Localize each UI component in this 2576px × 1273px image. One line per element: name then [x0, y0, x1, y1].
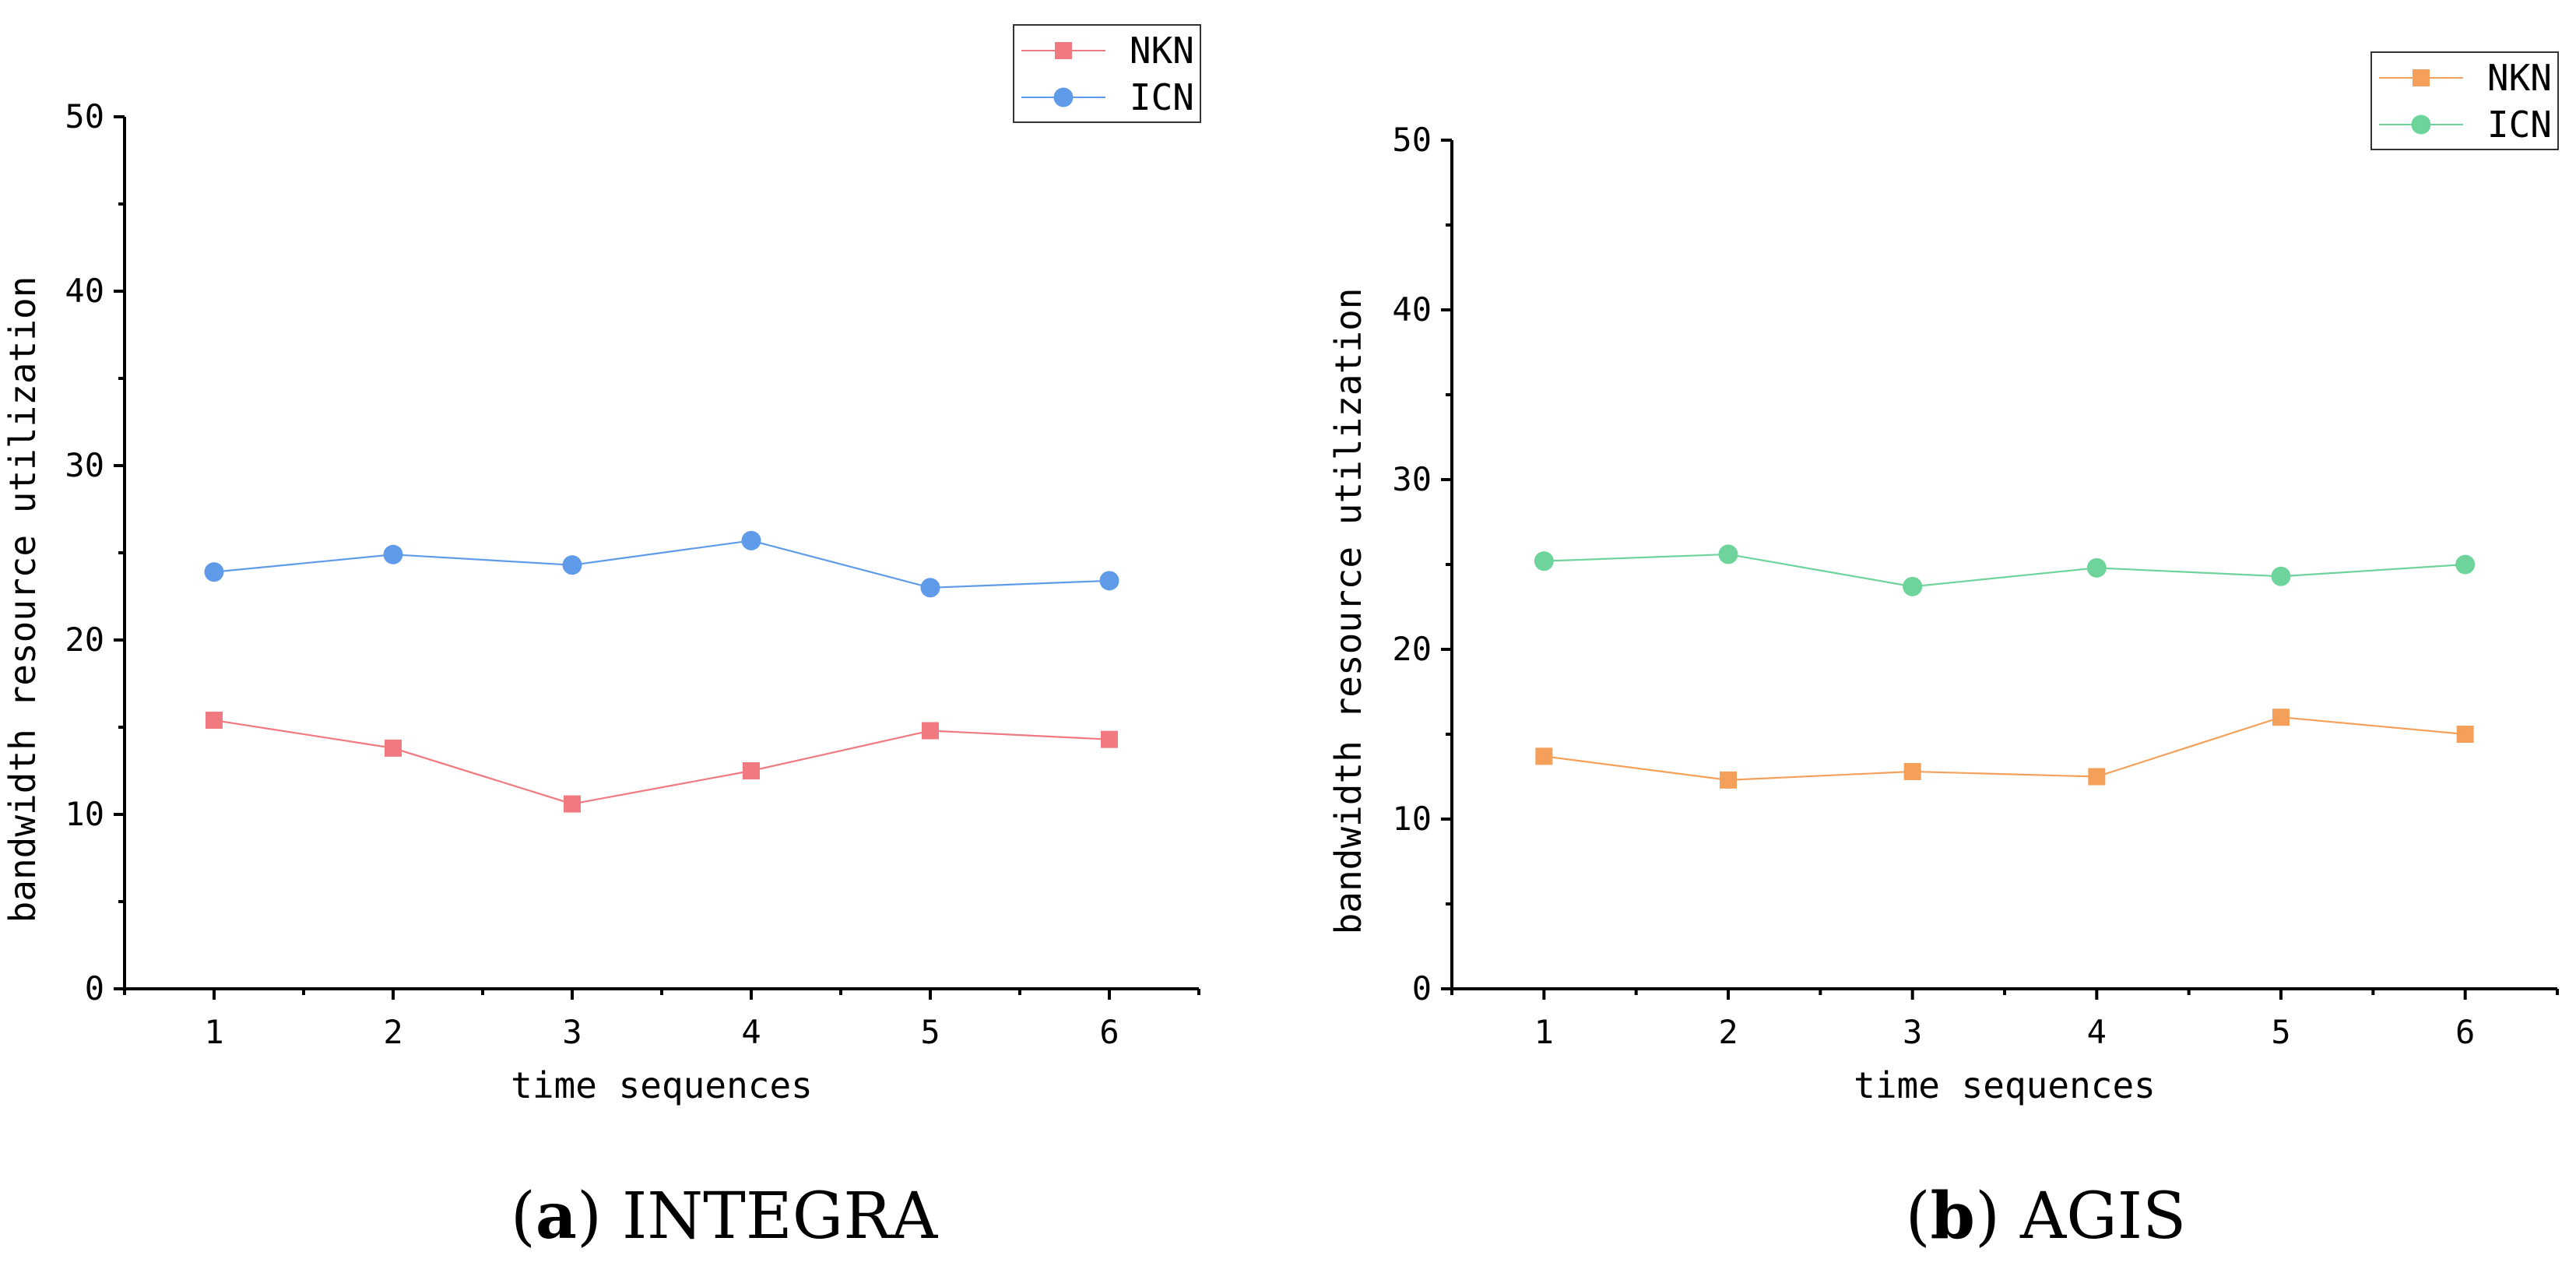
data-point-icn	[383, 544, 403, 564]
caption-letter: a	[536, 1179, 577, 1254]
series-line-icn	[1544, 553, 2465, 588]
x-tick-label: 5	[2271, 1013, 2290, 1051]
data-point-icn	[741, 530, 761, 550]
x-tick-label: 5	[920, 1013, 940, 1051]
x-tick-label: 1	[204, 1013, 223, 1051]
legend: NKN ICN	[2370, 51, 2559, 150]
data-point-icn	[1718, 544, 1738, 564]
data-point-icn	[2086, 557, 2107, 578]
legend-label-icn: ICN	[1130, 76, 1194, 118]
x-tick-label: 3	[562, 1013, 582, 1051]
x-axis-label: time sequences	[511, 1064, 813, 1106]
y-tick-label: 20	[1392, 630, 1432, 668]
data-point-nkn	[564, 795, 581, 813]
x-tick-label: 3	[1903, 1013, 1922, 1051]
data-point-nkn	[2272, 709, 2290, 726]
data-point-icn	[204, 562, 224, 582]
subfigure-caption: (b) AGIS	[1906, 1179, 2187, 1254]
data-point-nkn	[2456, 726, 2474, 743]
data-point-icn	[562, 555, 582, 575]
y-tick-label: 10	[65, 795, 104, 833]
y-tick-label: 20	[65, 621, 104, 659]
legend-marker-nkn	[1055, 42, 1072, 59]
caption-title: INTEGRA	[622, 1180, 939, 1254]
legend-label-nkn: NKN	[1130, 30, 1194, 72]
series-line-nkn	[1544, 716, 2465, 781]
x-tick-label: 2	[383, 1013, 402, 1051]
y-axis-label: bandwidth resource utilization	[1327, 288, 1369, 935]
data-point-nkn	[385, 739, 402, 757]
y-tick-label: 30	[65, 446, 104, 484]
data-point-icn	[1903, 576, 1923, 596]
y-tick-label: 40	[65, 272, 104, 310]
x-tick-label: 4	[2087, 1013, 2107, 1051]
y-tick-label: 40	[1392, 290, 1432, 329]
caption-open-paren: (	[511, 1180, 536, 1254]
chart-agis: 0 10 20 30 40 50 1 2 3 4 5 6 time sequences bandwidth…	[1327, 51, 2559, 1254]
x-tick-label: 4	[741, 1013, 761, 1051]
y-tick-label: 50	[65, 97, 104, 135]
data-point-icn	[2455, 554, 2476, 575]
legend-box	[2370, 51, 2559, 150]
data-point-icn	[1534, 551, 1554, 571]
caption-close-paren: )	[1975, 1180, 2020, 1254]
y-tick-label: 0	[85, 969, 104, 1007]
x-tick-label: 6	[1099, 1013, 1119, 1051]
series-line-nkn	[213, 719, 1110, 805]
data-point-nkn	[1903, 762, 1921, 780]
data-point-icn	[2271, 566, 2291, 586]
data-point-nkn	[1720, 771, 1737, 789]
legend-label-nkn: NKN	[2487, 57, 2552, 99]
y-tick-label: 10	[1392, 800, 1432, 838]
data-point-nkn	[206, 712, 223, 730]
data-point-nkn	[1535, 747, 1553, 765]
legend-marker-nkn	[2413, 69, 2430, 86]
data-point-icn	[920, 578, 940, 598]
data-point-icn	[1099, 571, 1119, 591]
data-point-nkn	[743, 762, 760, 779]
x-axis-label: time sequences	[1854, 1064, 2156, 1106]
subfigure-caption: (a) INTEGRA	[511, 1179, 939, 1254]
chart-integra: 0 10 20 30 40 50 1 2 3 4 5 6 time sequences bandwidth…	[2, 24, 1201, 1254]
data-point-nkn	[1101, 730, 1118, 748]
x-tick-label: 1	[1534, 1013, 1554, 1051]
legend-marker-icn	[1053, 87, 1074, 107]
caption-open-paren: (	[1906, 1180, 1931, 1254]
data-point-nkn	[922, 722, 939, 740]
x-tick-label: 2	[1718, 1013, 1738, 1051]
y-axis-label: bandwidth resource utilization	[2, 276, 44, 923]
caption-close-paren: )	[577, 1180, 622, 1254]
caption-letter: b	[1931, 1179, 1975, 1254]
legend-box	[1013, 24, 1201, 123]
caption-title: AGIS	[2019, 1180, 2186, 1254]
data-point-nkn	[2088, 768, 2106, 786]
y-tick-label: 0	[1412, 969, 1432, 1007]
legend-marker-icn	[2411, 114, 2431, 135]
y-tick-label: 30	[1392, 460, 1432, 498]
series-line-icn	[213, 540, 1110, 589]
legend-label-icn: ICN	[2487, 104, 2552, 146]
x-tick-label: 6	[2455, 1013, 2475, 1051]
y-tick-label: 50	[1392, 121, 1432, 159]
